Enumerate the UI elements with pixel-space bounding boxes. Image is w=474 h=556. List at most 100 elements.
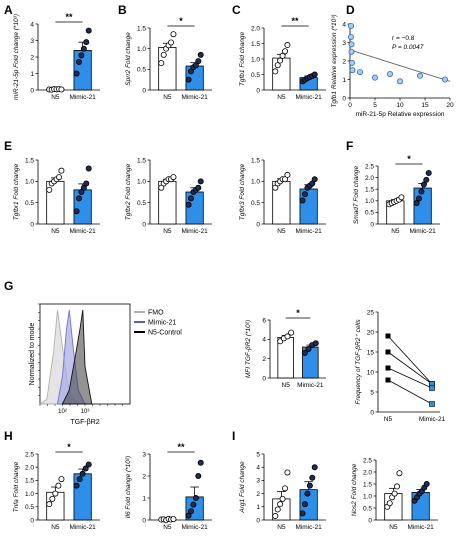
panel-letter-A: A: [4, 3, 13, 17]
y-tick-label: 1: [256, 504, 260, 511]
x-axis-label: TGF-βR2: [70, 419, 99, 426]
x-tick-label: Mimic-21: [181, 228, 208, 235]
significance-marker: *: [179, 16, 183, 26]
y-tick-label: 3: [342, 40, 346, 47]
x-tick-label: N5: [277, 228, 286, 235]
y-tick-label: 4: [342, 21, 346, 28]
y-axis-label: Tgfb1 Fold change: [239, 32, 246, 87]
x-tick-label: Mimic-21: [297, 382, 324, 389]
data-point: [306, 482, 313, 489]
y-tick-label: 1.5: [25, 478, 34, 485]
data-point: [420, 181, 427, 188]
chart-g1: 10² 10³ TGF-βR2 Normalized to mode FMO Mimic-…: [29, 303, 182, 426]
data-point: [197, 459, 204, 466]
data-point: [75, 58, 82, 65]
data-point: [301, 191, 308, 198]
y-tick-label: 0.5: [363, 505, 372, 512]
y-tick-label: 0: [262, 375, 266, 382]
data-point: [46, 186, 53, 193]
legend-label: Mimic-21: [148, 320, 176, 327]
data-point: [347, 22, 354, 29]
y-tick-label: 0.5: [137, 200, 146, 207]
y-tick-label: 0: [256, 87, 260, 94]
x-tick-label: N5: [51, 94, 60, 101]
y-tick-label: 15: [367, 349, 375, 356]
y-tick-label: 1.0: [137, 46, 146, 53]
x-tick-label: Mimic-21: [409, 228, 436, 235]
y-tick-label: 2: [256, 491, 260, 498]
x-tick-label: N5: [384, 416, 393, 423]
data-point: [348, 59, 355, 66]
x-tick-label: N5: [163, 228, 172, 235]
data-point: [356, 69, 363, 76]
x-tick-label: 10³: [81, 409, 90, 415]
data-point: [195, 472, 202, 479]
data-point: [274, 506, 281, 513]
y-tick-label: 1.0: [137, 179, 146, 186]
data-point: [195, 184, 202, 191]
data-point: [78, 52, 85, 59]
x-tick-label: N5: [389, 524, 398, 531]
y-tick-label: 0: [342, 95, 346, 102]
y-tick-label: 10: [367, 369, 375, 376]
y-tick-label: 1: [142, 495, 146, 502]
data-point: [423, 480, 430, 487]
data-point-n5: [385, 365, 391, 371]
x-tick-label: N5: [391, 228, 400, 235]
y-axis-label: Tgfb1 Relative expression (*10³): [331, 14, 338, 107]
chart-e3: 0 0.5 1.0 1.5 Tgfbr3 Fold change N5 Mimic-21: [239, 157, 326, 235]
y-tick-label: 1.0: [251, 179, 260, 186]
chart-g2: 0 2 4 6 MFI TGF-βR2 (*10²) N5 Mimic-21 *: [245, 308, 326, 389]
pair-line: [387, 351, 433, 385]
data-point: [83, 180, 90, 187]
x-tick-label: 15: [421, 102, 429, 109]
data-point: [190, 501, 197, 508]
data-point-n5: [385, 349, 391, 355]
y-axis-label: Arg1 Fold change: [239, 461, 246, 514]
y-tick-label: 2.5: [365, 163, 374, 170]
y-tick-label: 5: [370, 389, 374, 396]
y-tick-label: 3: [30, 38, 34, 45]
data-point: [305, 345, 312, 352]
y-tick-label: 1.5: [365, 187, 374, 194]
data-point: [192, 494, 199, 501]
y-tick-label: 2: [262, 356, 266, 363]
x-tick-label: N5: [277, 94, 286, 101]
x-axis-label: miR-21-5p Relative expression: [356, 111, 445, 118]
y-tick-label: 1.5: [25, 157, 34, 164]
x-tick-label: Mimic-21: [69, 524, 96, 531]
y-tick-label: 6: [262, 317, 266, 324]
chart-b: 0 0.5 1.0 1.5 Sprr2 Fold change N5 Mimic-21 *: [125, 16, 212, 101]
data-point: [423, 176, 430, 183]
trendline: [349, 49, 451, 82]
y-tick-label: 2: [142, 473, 146, 480]
data-point: [284, 42, 291, 49]
data-point: [386, 500, 393, 507]
chart-e2: 0 0.5 1.0 1.5 Tgfbr2 Fold change N5 Mimic-21: [125, 157, 212, 235]
y-tick-label: 1.0: [25, 179, 34, 186]
pair-line: [387, 335, 433, 385]
chart-f: 0 0.5 1.0 1.5 2.0 2.5 Smad7 Fold change N5 Mimic…: [353, 154, 440, 235]
y-tick-label: 4: [30, 21, 34, 28]
data-point: [83, 39, 90, 46]
panel-letter-B: B: [118, 3, 127, 17]
y-tick-label: 1.0: [365, 198, 374, 205]
data-point: [73, 208, 80, 215]
data-point: [73, 482, 80, 489]
y-tick-label: 1.5: [251, 41, 260, 48]
significance-marker: *: [296, 308, 300, 318]
data-point: [170, 174, 177, 181]
chart-i1: 0 1 2 3 4 5 Arg1 Fold change N5 Mimic-21: [239, 451, 326, 531]
y-tick-label: 0: [370, 409, 374, 416]
x-tick-label: N5: [282, 382, 291, 389]
data-point-n5: [385, 333, 391, 339]
data-point-mimic-21: [429, 385, 435, 391]
y-tick-label: 1.5: [251, 157, 260, 164]
y-tick-label: 0: [368, 517, 372, 524]
y-tick-label: 0.5: [25, 504, 34, 511]
y-tick-label: 0: [256, 221, 260, 228]
y-tick-label: 1.5: [137, 157, 146, 164]
y-tick-label: 0: [142, 221, 146, 228]
y-tick-label: 0.5: [137, 67, 146, 74]
